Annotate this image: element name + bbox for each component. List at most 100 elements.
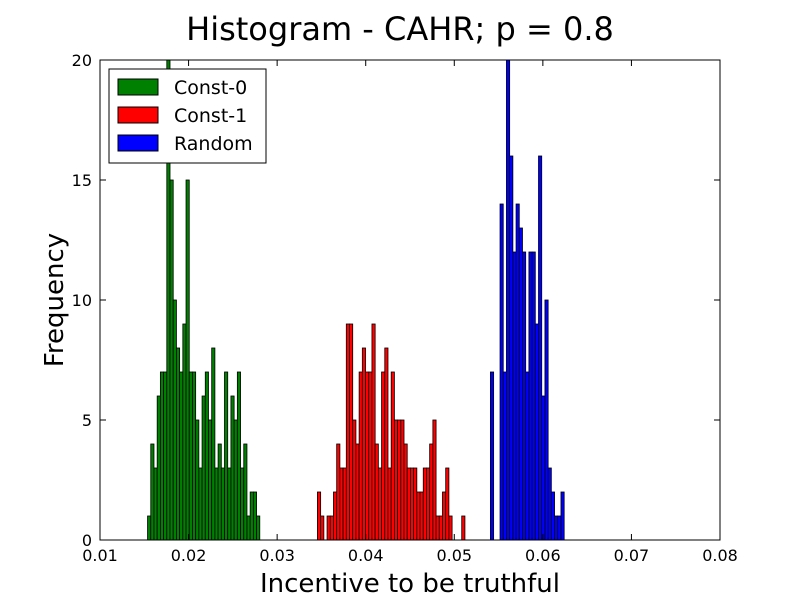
chart-title: Histogram - CAHR; p = 0.8 [186, 10, 614, 48]
y-tick-label: 10 [72, 291, 92, 310]
histogram-bar-const-1 [416, 491, 421, 541]
histogram-bar-const-0 [249, 491, 254, 541]
histogram-bar-const-1 [429, 443, 434, 541]
histogram-bar-const-0 [159, 371, 164, 541]
histogram-bar-random [550, 491, 555, 541]
histogram-bar-const-1 [406, 467, 411, 541]
histogram-bar-const-1 [422, 467, 427, 541]
histogram-bar-const-0 [176, 347, 181, 541]
histogram-bar-const-0 [188, 371, 193, 541]
histogram-bar-const-0 [240, 467, 245, 541]
histogram-bar-const-1 [461, 515, 466, 541]
histogram-bar-const-0 [185, 179, 190, 541]
histogram-bar-const-1 [326, 515, 331, 541]
histogram-bar-const-1 [317, 491, 322, 541]
histogram-bar-random [531, 251, 536, 541]
legend-swatch-const-0 [117, 78, 159, 96]
legend-swatch-const-1 [117, 106, 159, 124]
ticks-layer: 0.01 0.02 0.03 0.04 0.05 0.06 0.07 0.08 0 5 10 15 20 [72, 51, 738, 565]
histogram-bar-const-0 [182, 323, 187, 541]
legend-label-const-1: Const-1 [174, 105, 247, 127]
histogram-bar-const-1 [342, 467, 347, 541]
histogram-bar-random [547, 467, 552, 541]
histogram-bar-random [554, 515, 559, 541]
legend-label-random: Random [174, 133, 253, 155]
histogram-bar-const-0 [147, 515, 152, 541]
histogram-bar-const-0 [195, 419, 200, 541]
histogram-bar-const-1 [333, 491, 338, 541]
histogram-bar-const-0 [208, 419, 213, 541]
histogram-bar-const-1 [426, 467, 431, 541]
x-tick-label: 0.02 [171, 546, 207, 565]
histogram-bar-const-0 [217, 443, 222, 541]
histogram-bar-const-1 [339, 467, 344, 541]
histogram-bar-const-0 [156, 395, 161, 541]
histogram-bar-const-1 [445, 467, 450, 541]
histogram-bar-const-0 [169, 179, 174, 541]
histogram-bar-const-1 [345, 323, 350, 541]
histogram-bar-const-1 [419, 491, 424, 541]
legend-label-const-0: Const-0 [174, 77, 247, 99]
histogram-bar-const-0 [236, 371, 241, 541]
histogram-bar-const-1 [381, 371, 386, 541]
histogram-bar-const-0 [153, 467, 158, 541]
histogram-bar-const-1 [432, 419, 437, 541]
y-tick-label: 20 [72, 51, 92, 70]
histogram-bar-const-1 [387, 467, 392, 541]
histogram-bar-const-0 [211, 347, 216, 541]
histogram-bar-const-0 [214, 467, 219, 541]
histogram-bar-random [502, 371, 507, 541]
x-tick-label: 0.08 [702, 546, 738, 565]
histogram-bar-const-1 [368, 371, 373, 541]
histogram-bar-random [518, 227, 523, 541]
histogram-bar-random [490, 371, 495, 541]
histogram-bar-random [544, 299, 549, 541]
histogram-bar-const-1 [438, 515, 443, 541]
histogram-bar-const-0 [233, 419, 238, 541]
legend-swatch-random [117, 134, 159, 152]
histogram-bar-const-1 [397, 419, 402, 541]
histogram-bar-const-1 [358, 371, 363, 541]
histogram-bar-const-0 [179, 371, 184, 541]
histogram-bar-const-1 [336, 443, 341, 541]
histogram-bar-const-0 [201, 395, 206, 541]
histogram-bar-random [528, 251, 533, 541]
histogram-bar-random [538, 155, 543, 541]
x-tick-label: 0.04 [348, 546, 384, 565]
histogram-bar-random [499, 203, 504, 541]
histogram-bar-random [515, 203, 520, 541]
histogram-bar-random [525, 371, 530, 541]
histogram-bar-const-1 [371, 323, 376, 541]
histogram-bar-random [534, 323, 539, 541]
x-tick-label: 0.03 [259, 546, 295, 565]
histogram-bar-const-1 [384, 347, 389, 541]
histogram-bar-const-1 [349, 323, 354, 541]
histogram-bar-const-1 [355, 443, 360, 541]
histogram-bar-const-0 [230, 395, 235, 541]
histogram-bar-random [509, 155, 514, 541]
histogram-bar-const-1 [361, 347, 366, 541]
histogram-bar-random [560, 491, 565, 541]
histogram-bar-const-0 [256, 515, 261, 541]
histogram-bar-const-0 [163, 371, 168, 541]
histogram-bar-const-0 [150, 443, 155, 541]
histogram-bar-const-0 [224, 371, 229, 541]
histogram-bar-random [506, 59, 511, 541]
histogram-bar-const-1 [410, 467, 415, 541]
histogram-bar-const-0 [172, 299, 177, 541]
histogram-bar-const-1 [352, 419, 357, 541]
histogram-bar-const-1 [320, 515, 325, 541]
histogram-bar-const-1 [413, 467, 418, 541]
x-axis-label: Incentive to be truthful [260, 569, 560, 599]
histogram-bar-const-0 [252, 491, 257, 541]
x-tick-label: 0.07 [614, 546, 650, 565]
y-tick-label: 5 [82, 411, 92, 430]
histogram-bar-const-1 [435, 515, 440, 541]
histogram-bar-random [522, 251, 527, 541]
bars-layer [147, 59, 565, 541]
histogram-bar-random [512, 251, 517, 541]
histogram-bar-const-0 [227, 467, 232, 541]
x-tick-label: 0.01 [82, 546, 118, 565]
histogram-bar-const-1 [365, 371, 370, 541]
histogram-bar-random [557, 515, 562, 541]
